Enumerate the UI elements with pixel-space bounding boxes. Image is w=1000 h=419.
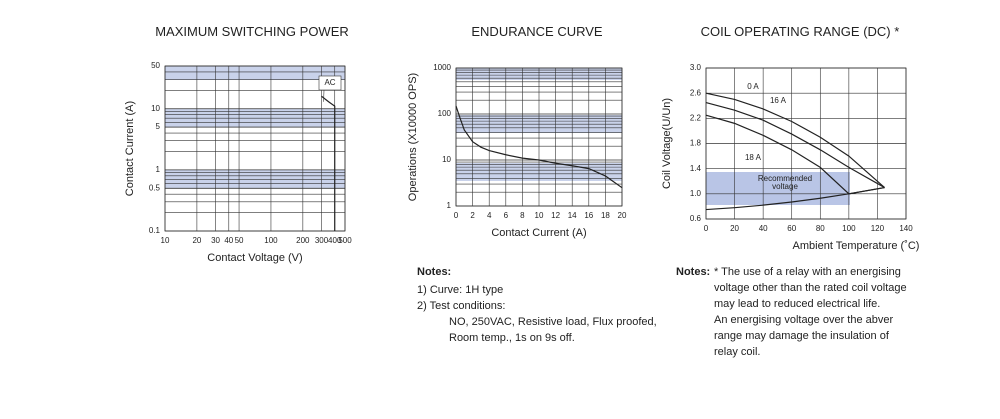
- y-tick-label: 1.8: [690, 139, 702, 148]
- series-label: AC: [324, 78, 335, 87]
- y-tick-label: 100: [438, 109, 452, 118]
- series-label: 0 A: [747, 82, 759, 91]
- y-tick-label: 5: [156, 122, 161, 131]
- note-line: may lead to reduced electrical life.: [714, 298, 881, 310]
- notes-heading: Notes:: [676, 266, 711, 278]
- chart-title: MAXIMUM SWITCHING POWER: [155, 24, 349, 39]
- x-tick-label: 50: [235, 236, 244, 245]
- y-tick-label: 1.0: [690, 189, 702, 198]
- note-line: 1) Curve: 1H type: [417, 284, 504, 296]
- x-tick-label: 40: [759, 224, 768, 233]
- recommended-region: [706, 172, 850, 205]
- y-axis-label: Operations (X10000 OPS): [407, 73, 419, 201]
- curve: [321, 95, 336, 231]
- y-tick-label: 1000: [433, 63, 451, 72]
- y-tick-label: 0.1: [149, 226, 161, 235]
- chart-title: COIL OPERATING RANGE (DC) *: [701, 24, 900, 39]
- x-tick-label: 40: [224, 236, 233, 245]
- x-tick-label: 100: [264, 236, 278, 245]
- plot-frame: [164, 65, 346, 232]
- x-axis-label: Contact Voltage (V): [207, 252, 302, 264]
- y-axis-label: Coil Voltage(U/Un): [661, 98, 673, 189]
- note-line: An energising voltage over the abver: [714, 314, 894, 326]
- plot-frame: [705, 67, 907, 220]
- note-line: * The use of a relay with an energising: [714, 266, 901, 278]
- x-tick-label: 18: [601, 211, 610, 220]
- x-tick-label: 100: [842, 224, 856, 233]
- x-tick-label: 2: [470, 211, 475, 220]
- x-axis-label: Ambient Temperature (˚C): [793, 240, 920, 252]
- x-tick-label: 10: [535, 211, 544, 220]
- region-label: voltage: [772, 182, 798, 191]
- x-tick-label: 20: [618, 211, 627, 220]
- y-tick-label: 3.0: [690, 63, 702, 72]
- y-tick-label: 0.6: [690, 214, 702, 223]
- curve: [455, 105, 623, 189]
- note-line: 2) Test conditions:: [417, 300, 506, 312]
- curve: [705, 92, 885, 188]
- shaded-band: [165, 66, 345, 80]
- x-tick-label: 500: [338, 236, 352, 245]
- y-tick-label: 2.2: [690, 113, 702, 122]
- x-tick-label: 12: [551, 211, 560, 220]
- x-tick-label: 60: [787, 224, 796, 233]
- x-tick-label: 0: [704, 224, 709, 233]
- region-label: Recommended: [758, 174, 812, 183]
- x-tick-label: 10: [161, 236, 170, 245]
- curve: [705, 186, 885, 211]
- x-tick-label: 8: [520, 211, 525, 220]
- x-tick-label: 140: [899, 224, 913, 233]
- x-tick-label: 300: [315, 236, 329, 245]
- label-box: [318, 75, 342, 91]
- x-tick-label: 200: [296, 236, 310, 245]
- note-line: voltage other than the rated coil voltag…: [714, 282, 907, 294]
- chart-title: ENDURANCE CURVE: [471, 24, 603, 39]
- x-tick-label: 14: [568, 211, 577, 220]
- y-tick-label: 1: [156, 165, 161, 174]
- y-tick-label: 1: [447, 201, 452, 210]
- notes-heading: Notes:: [417, 266, 452, 278]
- y-tick-label: 10: [151, 104, 160, 113]
- note-line: Room temp., 1s on 9s off.: [449, 332, 575, 344]
- note-line: NO, 250VAC, Resistive load, Flux proofed…: [449, 316, 657, 328]
- x-tick-label: 20: [192, 236, 201, 245]
- series-label: 18 A: [745, 153, 762, 162]
- y-tick-label: 50: [151, 61, 160, 70]
- x-tick-label: 6: [504, 211, 509, 220]
- x-tick-label: 30: [211, 236, 220, 245]
- x-tick-label: 16: [584, 211, 593, 220]
- y-tick-label: 10: [442, 155, 451, 164]
- y-tick-label: 0.5: [149, 183, 161, 192]
- x-tick-label: 80: [816, 224, 825, 233]
- x-axis-label: Contact Current (A): [491, 227, 586, 239]
- x-tick-label: 400: [328, 236, 342, 245]
- note-line: range may damage the insulation of: [714, 330, 889, 342]
- x-tick-label: 0: [454, 211, 459, 220]
- series-label: 16 A: [770, 96, 787, 105]
- y-tick-label: 1.4: [690, 164, 702, 173]
- y-axis-label: Contact Current (A): [124, 101, 136, 196]
- note-line: relay coil.: [714, 346, 761, 358]
- y-tick-label: 2.6: [690, 88, 702, 97]
- plot-frame: [455, 67, 623, 207]
- curve: [705, 102, 885, 189]
- x-tick-label: 4: [487, 211, 492, 220]
- x-tick-label: 120: [871, 224, 885, 233]
- x-tick-label: 20: [730, 224, 739, 233]
